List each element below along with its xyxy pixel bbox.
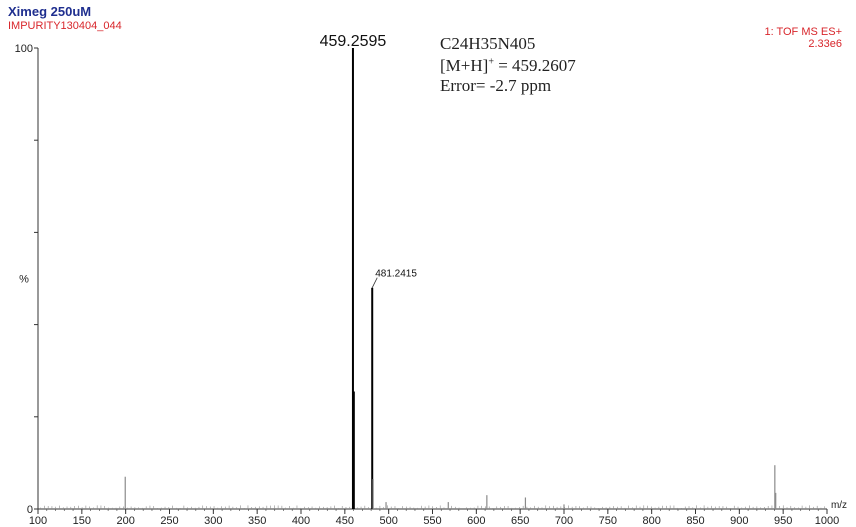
mh-prefix: [M+H] [440,56,489,75]
peak-label-leader [371,277,378,288]
x-tick-label: 550 [423,515,441,527]
x-tick-label: 300 [204,515,222,527]
mh-value: = 459.2607 [493,56,576,75]
x-tick-label: 700 [555,515,573,527]
x-tick-label: 950 [774,515,792,527]
x-tick-label: 450 [336,515,354,527]
scan-mode-label: 1: TOF MS ES+ [764,26,842,38]
x-tick-label: 100 [29,515,47,527]
mh-charge: + [488,56,494,68]
base-peak-label: 459.2595 [320,33,387,50]
x-tick-label: 900 [730,515,748,527]
y-tick-label: 100 [15,43,33,55]
x-tick-label: 750 [599,515,617,527]
spectrum-title: Ximeg 250uM [8,4,92,19]
x-tick-label: 350 [248,515,266,527]
sample-id: IMPURITY130404_044 [8,20,122,32]
x-tick-label: 150 [73,515,91,527]
peak-label-481: 481.2415 [375,269,417,280]
x-tick-label: 650 [511,515,529,527]
y-axis-label: % [19,274,29,286]
formula-annotation: C24H35N405 [440,34,536,53]
max-intensity-label: 2.33e6 [808,38,842,50]
x-tick-label: 250 [160,515,178,527]
x-tick-label: 500 [379,515,397,527]
x-tick-label: 200 [116,515,134,527]
x-tick-label: 1000 [815,515,839,527]
x-tick-label: 600 [467,515,485,527]
error-annotation: Error= -2.7 ppm [440,76,552,95]
x-axis-label: m/z [831,500,847,511]
y-tick-label: 0 [27,504,33,516]
x-tick-label: 800 [642,515,660,527]
x-tick-label: 400 [292,515,310,527]
x-tick-label: 850 [686,515,704,527]
mh-annotation: [M+H]+ = 459.2607 [440,56,576,76]
